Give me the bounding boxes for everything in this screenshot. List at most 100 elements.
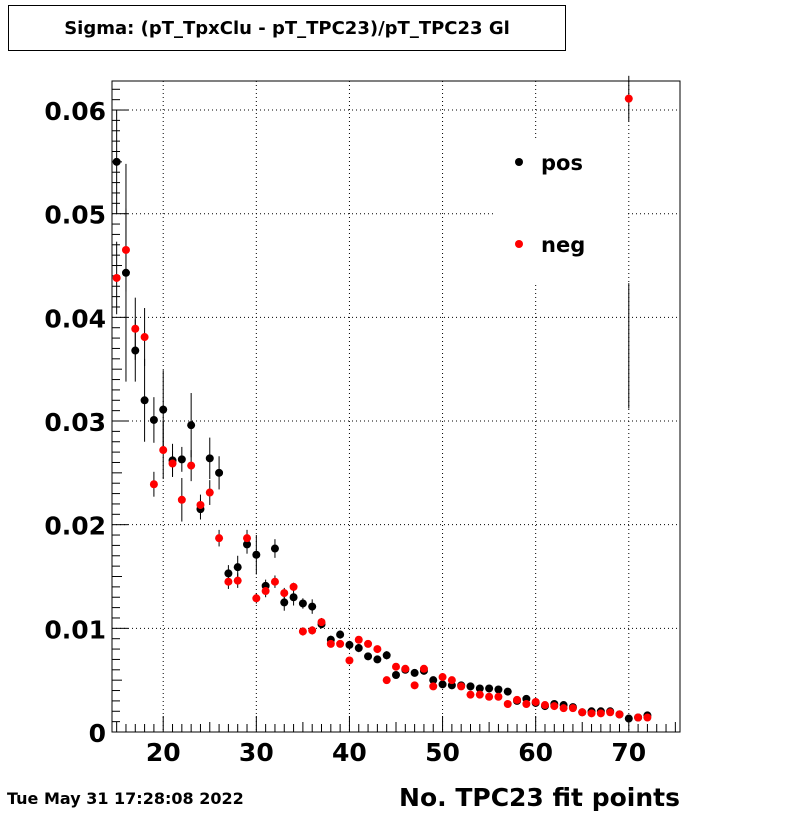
data-point [345, 656, 354, 665]
data-point [140, 396, 149, 405]
data-point [606, 708, 615, 717]
data-point [308, 626, 317, 635]
x-tick-label: 20 [146, 738, 181, 767]
data-point [149, 415, 158, 424]
data-point [317, 618, 326, 627]
x-tick-label: 70 [611, 738, 646, 767]
y-tick-label: 0.06 [44, 97, 106, 126]
data-point [392, 662, 400, 671]
data-point [270, 577, 279, 586]
data-point [196, 500, 205, 509]
data-point [596, 709, 605, 718]
y-tick-label: 0 [89, 719, 106, 748]
y-tick-label: 0.04 [44, 304, 106, 333]
data-point [475, 690, 484, 699]
data-point [419, 664, 428, 673]
data-point [587, 709, 596, 718]
data-point [382, 651, 391, 660]
data-point [280, 589, 289, 598]
data-point [270, 544, 279, 553]
data-point [559, 704, 568, 713]
data-point [540, 701, 549, 710]
data-point [131, 324, 140, 333]
data-point [233, 576, 242, 585]
data-point [261, 587, 270, 596]
legend-label-neg: neg [541, 233, 585, 257]
data-point [187, 461, 196, 470]
data-point [187, 421, 196, 430]
data-point [298, 627, 307, 636]
data-point [177, 495, 186, 504]
data-point [466, 690, 475, 699]
y-tick-label: 0.01 [44, 615, 106, 644]
data-point [373, 645, 382, 654]
data-point [485, 684, 494, 693]
data-point [121, 245, 130, 254]
data-point [336, 639, 345, 648]
plot-frame [111, 80, 681, 733]
data-point [224, 569, 233, 578]
y-tick-label: 0.05 [44, 201, 106, 230]
data-point [410, 668, 419, 677]
data-point [624, 94, 633, 103]
data-point [494, 685, 503, 694]
x-tick-label: 50 [425, 738, 460, 767]
data-point [429, 676, 438, 685]
data-point [364, 652, 373, 661]
data-point [168, 459, 177, 468]
data-point [252, 550, 261, 559]
x-tick-label: 40 [332, 738, 367, 767]
data-point [364, 639, 373, 648]
data-point [326, 639, 335, 648]
data-point [624, 714, 633, 723]
x-axis-label: No. TPC23 fit points [399, 783, 680, 812]
data-point [503, 687, 512, 696]
data-point [447, 676, 456, 685]
series-neg [112, 75, 652, 722]
data-point [205, 488, 214, 497]
data-point [215, 534, 224, 543]
data-point [205, 454, 214, 463]
data-point [177, 455, 186, 464]
data-point [289, 582, 298, 591]
data-point [252, 594, 261, 603]
data-point [485, 692, 494, 701]
chart-title-box: Sigma: (pT_TpxClu - pT_TPC23)/pT_TPC23 G… [8, 5, 566, 51]
data-point [224, 577, 233, 586]
data-point [345, 640, 354, 649]
data-point [354, 644, 363, 653]
x-tick-label: 30 [239, 738, 274, 767]
data-point [289, 593, 298, 602]
data-point [140, 333, 149, 342]
data-point [494, 692, 503, 701]
data-point [373, 655, 382, 664]
data-point [438, 680, 447, 689]
data-point [336, 630, 345, 639]
data-point [243, 534, 252, 543]
data-point [410, 681, 419, 690]
legend-marker-neg [515, 240, 523, 248]
data-point [298, 599, 307, 608]
data-point [354, 635, 363, 644]
data-point [457, 682, 466, 691]
data-point [531, 697, 540, 706]
legend-label-pos: pos [541, 151, 583, 175]
y-tick-label: 0.02 [44, 512, 106, 541]
data-point [438, 673, 447, 682]
data-point [615, 710, 624, 719]
data-point [522, 700, 531, 709]
y-tick-label: 0.03 [44, 408, 106, 437]
data-point [401, 664, 410, 673]
data-point [578, 708, 587, 717]
data-point [513, 695, 522, 704]
data-point [159, 405, 168, 414]
data-point [112, 157, 121, 166]
data-point [634, 713, 643, 722]
data-point [475, 684, 484, 693]
data-point [382, 676, 391, 685]
data-point [112, 273, 121, 282]
data-point [503, 700, 512, 709]
data-point [233, 563, 242, 572]
data-point [308, 602, 317, 611]
